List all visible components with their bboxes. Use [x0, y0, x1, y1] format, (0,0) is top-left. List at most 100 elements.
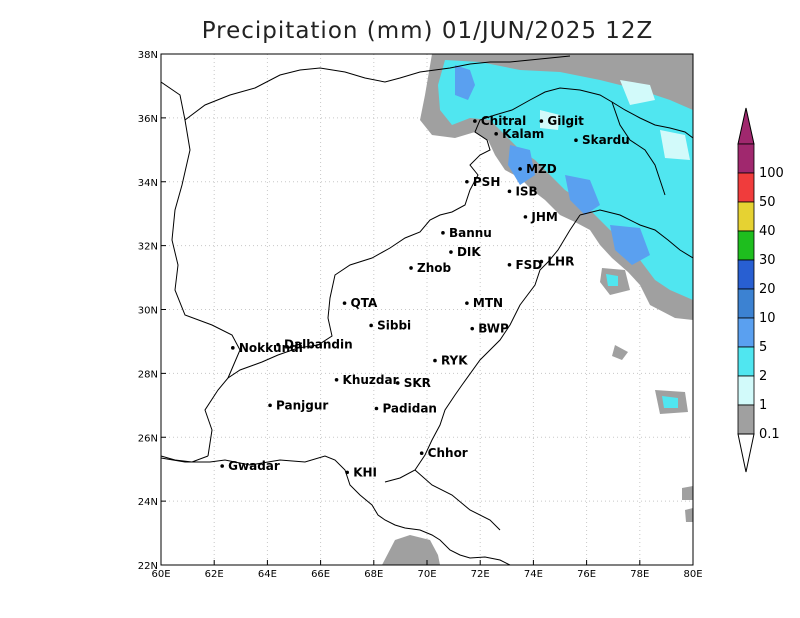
precip-lightcyan-patches — [540, 80, 690, 160]
legend-swatch — [737, 404, 755, 435]
city-dot — [539, 259, 544, 264]
lon-tick-label: 80E — [683, 569, 702, 580]
city-label: JHM — [530, 210, 557, 224]
lon-tick-label: 74E — [524, 569, 543, 580]
city-dot — [574, 138, 578, 143]
legend-top-arrow — [737, 107, 755, 145]
city-dot — [374, 406, 379, 411]
city-dot — [268, 403, 272, 408]
lon-tick-label: 66E — [311, 569, 330, 580]
city-dot — [441, 231, 445, 235]
city-dot — [523, 215, 528, 219]
legend-level-label: 0.1 — [759, 427, 780, 442]
legend-swatch — [737, 288, 755, 319]
legend-swatch — [737, 346, 755, 377]
precip-gray-south — [382, 535, 440, 565]
coastline — [161, 455, 511, 565]
lon-tick-label: 68E — [364, 569, 383, 580]
legend-swatch — [737, 375, 755, 406]
country-borders — [161, 55, 693, 565]
city-label: BWP — [478, 322, 509, 336]
legend-level-label: 20 — [759, 282, 776, 297]
legend-swatch — [737, 259, 755, 290]
city-dot — [334, 377, 339, 382]
city-dot — [507, 189, 512, 194]
pakistan-border — [204, 87, 693, 457]
city-label: Skardu — [582, 133, 630, 147]
city-label: PSH — [473, 175, 500, 189]
city-dot — [345, 470, 350, 475]
city-label: FSD — [515, 258, 542, 272]
axis-ticks: 60E 62E 64E 66E 68E 70E 72E 74E 76E 78E 80E 22N 24N 2… — [138, 50, 703, 580]
map-title: Precipitation (mm) 01/JUN/2025 12Z — [201, 18, 654, 44]
city-label: LHR — [547, 255, 574, 269]
city-dot — [276, 342, 280, 347]
legend-level-label: 40 — [759, 224, 776, 239]
city-dot — [409, 266, 413, 270]
kashmir-line — [611, 101, 666, 196]
city-label: MZD — [526, 162, 557, 176]
precip-gray-east — [600, 268, 693, 522]
city-label: Khuzdar — [343, 373, 399, 387]
city-dot — [470, 326, 475, 331]
legend-level-label: 30 — [759, 253, 776, 268]
iran-pakistan-south — [161, 455, 209, 463]
city-label: RYK — [441, 354, 468, 368]
legend-level-label: 1 — [759, 398, 767, 413]
lon-tick-label: 76E — [577, 569, 596, 580]
lon-tick-label: 64E — [258, 569, 277, 580]
city-dot — [518, 167, 522, 171]
lon-tick-label: 60E — [151, 569, 170, 580]
city-dot — [465, 301, 469, 305]
city-dot — [395, 381, 400, 385]
city-dot — [369, 323, 373, 328]
city-label: Kalam — [502, 127, 544, 141]
city-dot — [465, 179, 469, 184]
legend-level-label: 5 — [759, 340, 767, 355]
legend-level-label: 100 — [759, 166, 784, 181]
lon-tick-label: 78E — [630, 569, 649, 580]
legend-swatch — [737, 201, 755, 232]
city-label: Dalbandin — [284, 338, 353, 352]
india-china-border — [579, 209, 693, 259]
lat-tick-label: 22N — [138, 561, 158, 572]
city-label: ISB — [515, 184, 537, 198]
city-dot — [494, 132, 498, 136]
lat-tick-label: 30N — [138, 306, 158, 317]
legend-level-label: 2 — [759, 369, 767, 384]
lat-lon-grid — [161, 54, 693, 565]
precip-blue-north — [455, 65, 650, 265]
lon-tick-label: 70E — [417, 569, 436, 580]
color-legend: 0.1 1 2 5 10 20 30 40 50 100 — [737, 107, 784, 473]
city-label: DIK — [457, 245, 481, 259]
city-label: Gilgit — [547, 114, 584, 128]
lat-tick-label: 36N — [138, 114, 158, 125]
legend-bottom-arrow — [737, 433, 755, 473]
city-label: Padidan — [382, 402, 437, 416]
lat-tick-label: 34N — [138, 178, 158, 189]
city-label: Chitral — [481, 114, 526, 128]
city-dot — [419, 451, 424, 456]
lon-tick-label: 72E — [471, 569, 490, 580]
city-dot — [433, 358, 437, 363]
city-label: QTA — [351, 296, 378, 310]
legend-swatch — [737, 317, 755, 348]
legend-swatch — [737, 230, 755, 261]
lat-tick-label: 24N — [138, 497, 158, 508]
city-label: Zhob — [417, 261, 451, 275]
city-label: Panjgur — [276, 398, 328, 412]
city-label: Gwadar — [228, 459, 280, 473]
city-label: Bannu — [449, 226, 492, 240]
lat-tick-label: 28N — [138, 369, 158, 380]
afghanistan-iran-border — [161, 81, 241, 379]
city-label: MTN — [473, 296, 503, 310]
city-label: KHI — [353, 465, 377, 479]
city-dot — [231, 346, 235, 350]
india-west-coast — [414, 469, 501, 531]
lon-tick-label: 62E — [205, 569, 224, 580]
pakistan-india-border — [384, 214, 581, 483]
city-label: SKR — [404, 376, 431, 390]
city-label: Sibbi — [377, 318, 411, 332]
